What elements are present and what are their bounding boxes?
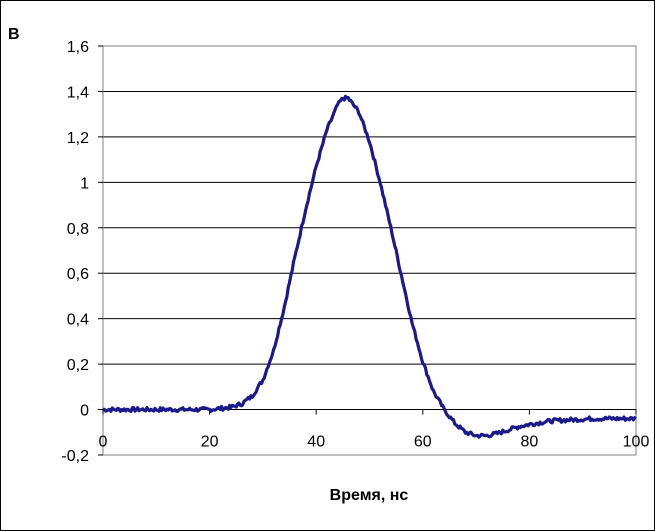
x-tick-label-4: 80 — [521, 434, 539, 451]
y-tick-label-9: 1,6 — [67, 39, 89, 56]
y-tick-label-6: 1 — [80, 175, 89, 192]
y-tick-label-1: 0 — [80, 403, 89, 420]
y-tick-label-7: 1,2 — [67, 130, 89, 147]
y-axis-label: В — [8, 26, 20, 43]
y-tick-label-4: 0,6 — [67, 266, 89, 283]
y-tick-labels: -0,2 0 0,2 0,4 0,6 0,8 1 1,2 1,4 1,6 — [61, 39, 103, 465]
x-tick-label-3: 60 — [414, 434, 432, 451]
x-tick-labels: 0 20 40 60 80 100 — [99, 409, 650, 451]
y-tick-label-8: 1,4 — [67, 84, 89, 101]
y-tick-label-2: 0,2 — [67, 357, 89, 374]
plot-area-border — [102, 45, 637, 456]
y-tick-label-0: -0,2 — [61, 448, 89, 465]
x-tick-label-0: 0 — [99, 434, 108, 451]
y-tick-label-5: 0,8 — [67, 221, 89, 238]
x-tick-label-5: 100 — [623, 434, 650, 451]
y-tick-label-3: 0,4 — [67, 312, 89, 329]
x-tick-label-2: 40 — [307, 434, 325, 451]
series-line — [102, 94, 637, 439]
x-axis-label: Время, нс — [330, 487, 409, 504]
x-tick-label-1: 20 — [201, 434, 219, 451]
gridlines — [103, 45, 636, 411]
